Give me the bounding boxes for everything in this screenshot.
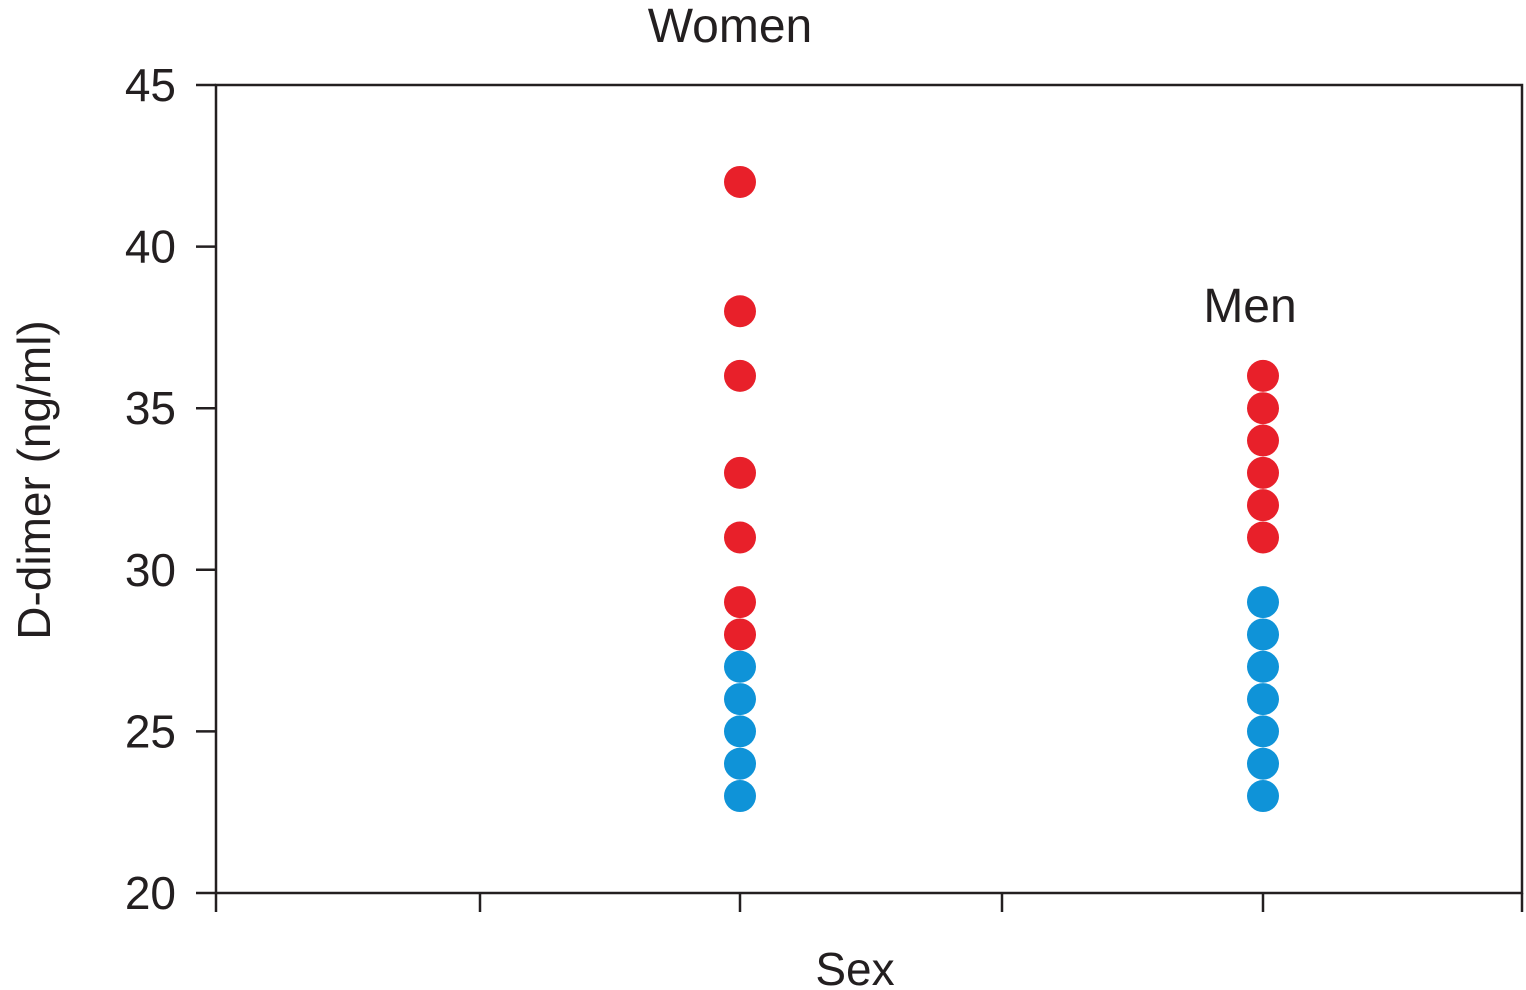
data-point-men-high — [1247, 392, 1279, 425]
data-point-women-high — [724, 165, 756, 198]
x-axis-title: Sex — [815, 943, 894, 990]
plot-frame — [214, 83, 1524, 895]
y-axis: 20 25 30 35 40 45 — [125, 59, 216, 919]
data-point-women-high — [724, 456, 756, 489]
data-point-men-low — [1247, 618, 1279, 651]
data-point-men-low — [1247, 747, 1279, 780]
annotations: Women Men — [648, 0, 1297, 333]
data-point-men-high — [1247, 359, 1279, 392]
data-point-men-low — [1247, 780, 1279, 813]
y-tick-label: 45 — [125, 59, 176, 111]
y-axis-title: D-dimer (ng/ml) — [8, 320, 60, 639]
data-point-men-low — [1247, 586, 1279, 619]
data-point-women-low — [724, 747, 756, 780]
group-label-women: Women — [648, 0, 813, 53]
data-point-women-low — [724, 683, 756, 716]
data-point-men-low — [1247, 683, 1279, 716]
y-tick-label: 30 — [125, 544, 176, 596]
y-tick-label: 25 — [125, 705, 176, 757]
data-point-women-low — [724, 715, 756, 748]
data-point-men-high — [1247, 424, 1279, 457]
data-point-men-high — [1247, 456, 1279, 489]
y-tick-label: 35 — [125, 382, 176, 434]
data-point-women-high — [724, 295, 756, 328]
y-tick-label: 40 — [125, 221, 176, 273]
data-point-women-low — [724, 650, 756, 683]
data-point-women-high — [724, 586, 756, 619]
data-point-men-low — [1247, 715, 1279, 748]
data-point-women-low — [724, 780, 756, 813]
data-point-women-high — [724, 618, 756, 651]
x-axis — [214, 893, 1524, 912]
data-point-men-high — [1247, 521, 1279, 554]
data-point-women-high — [724, 359, 756, 392]
data-point-women-high — [724, 521, 756, 554]
y-tick-label: 20 — [125, 867, 176, 919]
data-point-men-low — [1247, 650, 1279, 683]
group-label-men: Men — [1203, 280, 1296, 333]
data-point-men-high — [1247, 489, 1279, 522]
data-points — [724, 165, 1279, 813]
